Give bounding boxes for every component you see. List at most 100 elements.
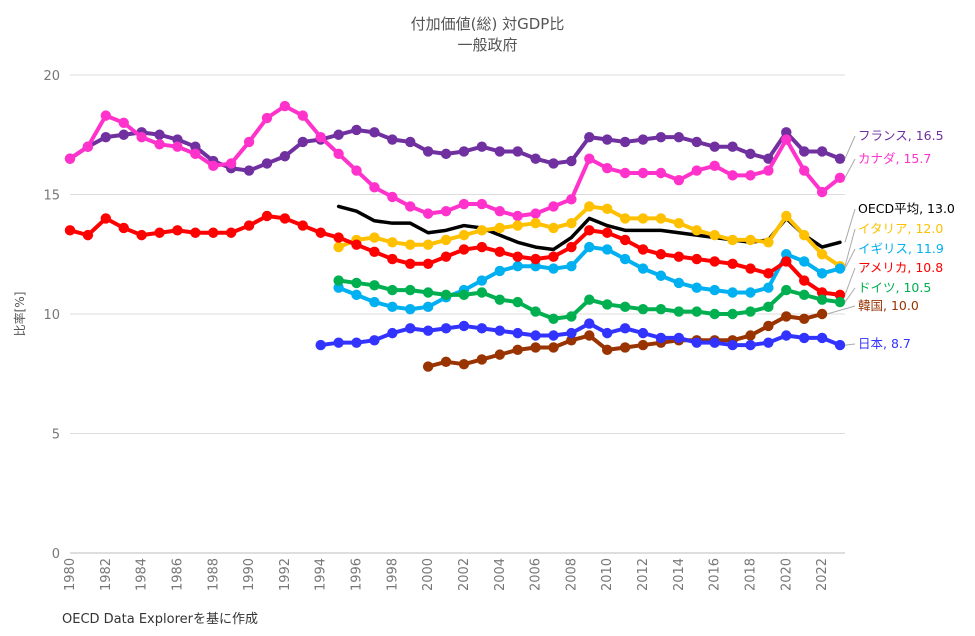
data-point	[655, 332, 667, 344]
series-label: アメリカ, 10.8	[858, 260, 943, 275]
data-point	[422, 146, 434, 157]
data-point	[154, 139, 165, 150]
data-point	[602, 227, 613, 238]
chart-subtitle: 一般政府	[457, 36, 518, 54]
x-tick-label: 1994	[314, 558, 329, 591]
data-point	[494, 265, 505, 277]
data-point	[494, 222, 505, 234]
data-point	[440, 356, 452, 367]
data-point	[602, 244, 613, 255]
x-tick-label: 2020	[779, 558, 794, 591]
data-point	[602, 327, 613, 339]
data-point	[745, 234, 756, 246]
data-point	[387, 301, 398, 313]
data-point	[333, 282, 344, 293]
data-point	[834, 296, 846, 308]
data-point	[602, 134, 613, 145]
data-point	[745, 330, 756, 341]
data-point	[637, 304, 649, 315]
data-point	[82, 141, 94, 152]
data-point	[584, 153, 595, 164]
x-tick-label: 2002	[457, 558, 472, 591]
data-point	[405, 284, 416, 296]
data-point	[530, 253, 541, 265]
data-point	[279, 213, 291, 224]
series-label: ドイツ, 10.5	[858, 280, 931, 295]
data-point	[619, 167, 631, 179]
data-point	[208, 227, 219, 238]
data-point	[333, 241, 344, 253]
x-tick-label: 1988	[206, 558, 221, 591]
data-point	[136, 131, 147, 143]
data-point	[798, 146, 810, 157]
data-point	[655, 304, 667, 315]
data-point	[405, 258, 416, 270]
data-point	[512, 344, 523, 356]
data-point	[727, 287, 738, 298]
x-tick-label: 1980	[63, 558, 78, 591]
data-point	[530, 217, 541, 229]
data-point	[781, 127, 792, 138]
data-point	[566, 327, 577, 339]
series-イギリス	[333, 241, 846, 315]
data-point	[673, 174, 685, 186]
data-point	[100, 110, 112, 121]
data-point	[798, 165, 810, 176]
x-tick-label: 1996	[350, 558, 365, 591]
data-point	[566, 311, 577, 322]
data-point	[655, 249, 667, 260]
x-tick-label: 2008	[564, 558, 579, 591]
data-point	[243, 165, 255, 176]
data-point	[387, 327, 398, 339]
data-point	[100, 213, 112, 224]
data-point	[781, 330, 792, 341]
data-point	[476, 198, 488, 210]
series-label: カナダ, 15.7	[858, 151, 931, 166]
data-point	[763, 165, 774, 176]
x-tick-label: 2012	[636, 558, 651, 591]
data-point	[369, 232, 380, 243]
series-line	[426, 312, 825, 369]
data-point	[745, 170, 756, 181]
data-point	[727, 308, 738, 320]
data-point	[512, 210, 523, 222]
data-point	[691, 337, 702, 348]
data-point	[458, 358, 470, 370]
data-point	[476, 275, 488, 286]
data-point	[763, 237, 774, 248]
series-label: OECD平均, 13.0	[858, 201, 955, 216]
leader-line	[844, 158, 856, 179]
data-point	[673, 306, 685, 317]
data-point	[351, 289, 362, 301]
data-point	[494, 246, 505, 258]
data-point	[584, 131, 595, 143]
data-point	[458, 198, 470, 210]
data-point	[82, 229, 94, 241]
data-point	[816, 332, 828, 344]
data-point	[351, 165, 362, 176]
data-point	[745, 287, 756, 298]
data-point	[673, 332, 685, 344]
y-tick-label: 5	[52, 428, 60, 443]
data-point	[548, 251, 559, 262]
data-point	[512, 261, 523, 272]
data-point	[315, 227, 326, 238]
data-point	[333, 148, 344, 160]
data-point	[727, 170, 738, 181]
data-point	[798, 256, 810, 267]
data-point	[602, 203, 613, 215]
data-point	[548, 330, 559, 341]
data-point	[548, 313, 559, 324]
x-tick-label: 2006	[529, 558, 544, 591]
data-point	[172, 134, 183, 145]
data-point	[530, 330, 541, 341]
data-point	[798, 313, 810, 324]
series-フランス	[64, 124, 846, 176]
leader-line	[844, 135, 856, 159]
data-point	[422, 287, 434, 298]
data-point	[727, 234, 738, 246]
data-point	[351, 124, 362, 136]
data-point	[154, 129, 165, 140]
series-group	[64, 100, 846, 372]
data-point	[566, 217, 577, 229]
